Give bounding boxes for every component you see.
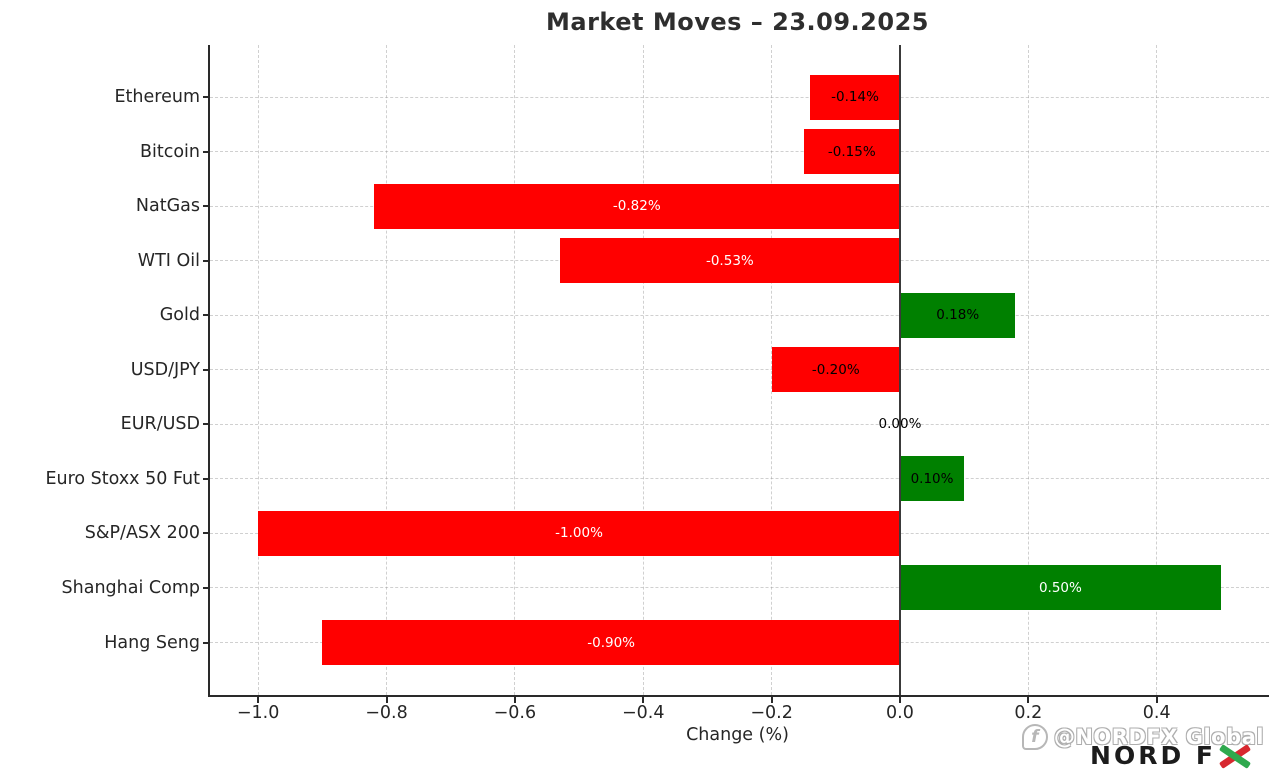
bar-s-p-asx-200 bbox=[258, 510, 900, 556]
y-axis-tick bbox=[203, 423, 210, 426]
y-gridline bbox=[210, 423, 1269, 425]
y-label-natgas: NatGas bbox=[135, 196, 200, 217]
x-gridline bbox=[257, 45, 259, 695]
bar-value-label-ethereum: -0.14% bbox=[831, 89, 879, 105]
watermark: f @NORDFX Global bbox=[1021, 724, 1264, 750]
plot-area: −1.0 −0.8 −0.6 −0.4 −0.2 0.0 0.2 0.4 Ethereum -0.… bbox=[45, 45, 1269, 723]
y-gridline bbox=[210, 369, 1269, 371]
x-tick-label: −0.6 bbox=[493, 703, 537, 723]
bar-value-label-shanghai-comp: 0.50% bbox=[1038, 579, 1082, 596]
watermark-handle: @NORDFX Global bbox=[1053, 725, 1264, 749]
bar-usd-jpy bbox=[771, 347, 900, 393]
x-axis-tick bbox=[898, 697, 901, 703]
y-gridline bbox=[210, 587, 1269, 589]
y-label-usd-jpy: USD/JPY bbox=[130, 359, 200, 380]
y-axis-tick bbox=[203, 586, 210, 589]
y-label-euro-stoxx-50-fut: Euro Stoxx 50 Fut bbox=[45, 468, 200, 489]
y-label-eur-usd: EUR/USD bbox=[120, 414, 200, 435]
y-axis-tick bbox=[203, 368, 210, 371]
x-gridline bbox=[514, 45, 516, 695]
y-gridline bbox=[210, 314, 1269, 316]
bar-value-label-euro-stoxx-50-fut: 0.10% bbox=[910, 470, 954, 487]
bar-shanghai-comp bbox=[899, 565, 1221, 611]
x-tick-label: −0.4 bbox=[621, 703, 665, 723]
y-axis-tick bbox=[203, 477, 210, 480]
y-label-shanghai-comp: Shanghai Comp bbox=[61, 577, 200, 598]
bar-ethereum bbox=[810, 74, 900, 120]
y-axis-tick bbox=[203, 259, 210, 262]
y-axis-tick bbox=[203, 150, 210, 153]
bar-value-label-usd-jpy: -0.20% bbox=[811, 361, 860, 378]
x-axis-tick bbox=[1027, 697, 1030, 703]
bar-value-label-gold: 0.18% bbox=[936, 307, 980, 324]
x-gridline bbox=[386, 45, 387, 695]
y-gridline bbox=[210, 151, 1269, 153]
x-gridline bbox=[642, 45, 644, 695]
y-label-bitcoin: Bitcoin bbox=[139, 141, 200, 162]
nordfx-logo-x-icon bbox=[1218, 743, 1252, 769]
zero-axis-line bbox=[898, 45, 901, 695]
y-label-wti-oil: WTI Oil bbox=[137, 250, 200, 271]
y-axis-tick bbox=[203, 205, 210, 208]
x-tick-label: −0.2 bbox=[750, 703, 793, 723]
x-gridline bbox=[1027, 45, 1029, 695]
x-axis-tick bbox=[513, 697, 516, 703]
bar-gold bbox=[899, 292, 1016, 338]
bar-euro-stoxx-50-fut bbox=[899, 456, 965, 502]
bar-value-label-bitcoin: -0.15% bbox=[827, 143, 876, 160]
y-axis-tick bbox=[203, 532, 210, 535]
x-axis-tick bbox=[1155, 697, 1158, 703]
chart-title: Market Moves – 23.09.2025 bbox=[546, 8, 929, 36]
y-axis-tick bbox=[203, 641, 210, 644]
bar-hang-seng bbox=[322, 620, 900, 665]
bar-value-label-s-p-asx-200: -1.00% bbox=[555, 525, 603, 542]
y-axis-tick bbox=[203, 314, 210, 317]
x-tick-label: −1.0 bbox=[236, 703, 280, 723]
y-label-s-p-asx-200: S&P/ASX 200 bbox=[84, 523, 200, 544]
bar-wti-oil bbox=[559, 238, 900, 284]
bar-value-label-natgas: -0.82% bbox=[612, 198, 661, 215]
x-gridline bbox=[1156, 45, 1158, 695]
x-axis-tick bbox=[257, 697, 260, 703]
y-gridline bbox=[210, 478, 1269, 480]
nordfx-logo-text: NORD F bbox=[1090, 741, 1216, 770]
x-axis-tick bbox=[642, 697, 645, 703]
nordfx-logo: NORD F bbox=[1090, 741, 1252, 770]
y-label-gold: Gold bbox=[159, 305, 200, 326]
bar-bitcoin bbox=[803, 129, 900, 175]
y-label-hang-seng: Hang Seng bbox=[104, 632, 200, 653]
x-axis-tick bbox=[385, 697, 388, 703]
x-tick-label: 0.0 bbox=[886, 703, 914, 723]
x-axis-tick bbox=[770, 697, 773, 703]
facebook-icon: f bbox=[1021, 724, 1048, 750]
x-tick-label: 0.2 bbox=[1014, 703, 1043, 723]
y-gridline bbox=[210, 96, 1269, 98]
x-tick-label: 0.4 bbox=[1142, 703, 1171, 723]
x-tick-label: −0.8 bbox=[365, 703, 408, 723]
x-axis-label: Change (%) bbox=[686, 725, 789, 745]
bar-value-label-wti-oil: -0.53% bbox=[705, 252, 754, 269]
y-label-ethereum: Ethereum bbox=[114, 87, 201, 107]
y-axis-tick bbox=[203, 96, 210, 98]
bar-value-label-hang-seng: -0.90% bbox=[587, 634, 636, 651]
bar-natgas bbox=[373, 183, 900, 229]
